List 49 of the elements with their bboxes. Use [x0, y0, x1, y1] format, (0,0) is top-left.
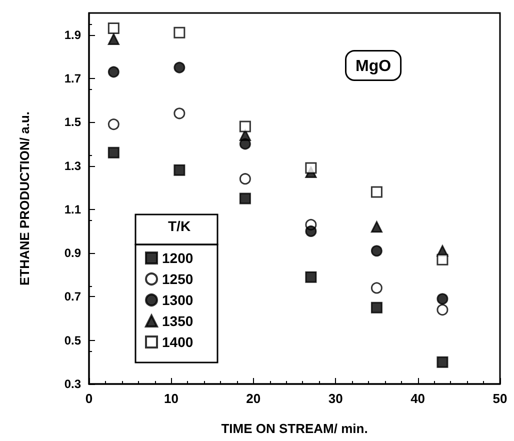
- point: [108, 146, 120, 158]
- point: [370, 282, 382, 294]
- y-tick-label: 0.9: [64, 246, 82, 260]
- legend-label: 1350: [162, 313, 194, 329]
- point: [370, 302, 382, 314]
- point: [239, 173, 251, 185]
- point: [436, 304, 448, 316]
- y-tick-label: 1.3: [64, 158, 82, 173]
- x-tick-label: 30: [328, 391, 343, 406]
- x-tick-label: 50: [492, 391, 508, 406]
- y-tick-label: 0.5: [64, 333, 82, 348]
- legend-label: 1250: [162, 271, 194, 287]
- legend-label: 1400: [162, 334, 194, 350]
- y-axis-title: ETHANE PRODUCTION/ a.u.: [17, 111, 32, 286]
- point: [108, 22, 120, 34]
- point: [436, 254, 448, 266]
- y-tick-label: 1.9: [64, 28, 82, 42]
- y-tick-label: 0.3: [64, 377, 82, 391]
- point: [108, 118, 120, 130]
- point: [108, 66, 120, 78]
- point: [108, 33, 120, 45]
- x-tick-label: 0: [85, 391, 93, 406]
- point: [370, 245, 382, 257]
- point: [174, 164, 186, 176]
- point: [239, 120, 251, 132]
- point: [370, 221, 382, 233]
- y-tick-label: 1.7: [64, 71, 82, 86]
- point: [174, 108, 186, 120]
- x-axis-title: TIME ON STREAM/ min.: [221, 421, 368, 436]
- legend-label: 1200: [162, 250, 194, 266]
- point: [239, 129, 251, 141]
- point: [305, 225, 317, 237]
- point: [305, 271, 317, 283]
- legend-label: 1300: [162, 292, 194, 308]
- point: [174, 62, 186, 74]
- x-tick-label: 40: [410, 391, 426, 406]
- point: [436, 356, 448, 368]
- x-tick-label: 20: [246, 391, 261, 406]
- y-tick-label: 1.1: [64, 202, 82, 216]
- point: [174, 26, 186, 38]
- y-tick-label: 0.7: [64, 290, 82, 304]
- point: [370, 186, 382, 198]
- legend-title: T/K: [168, 218, 191, 234]
- point: [239, 192, 251, 204]
- point: [305, 162, 317, 174]
- x-tick-label: 10: [164, 391, 178, 406]
- y-tick-label: 1.5: [64, 115, 82, 130]
- annotation: MgO: [356, 58, 392, 75]
- point: [436, 293, 448, 305]
